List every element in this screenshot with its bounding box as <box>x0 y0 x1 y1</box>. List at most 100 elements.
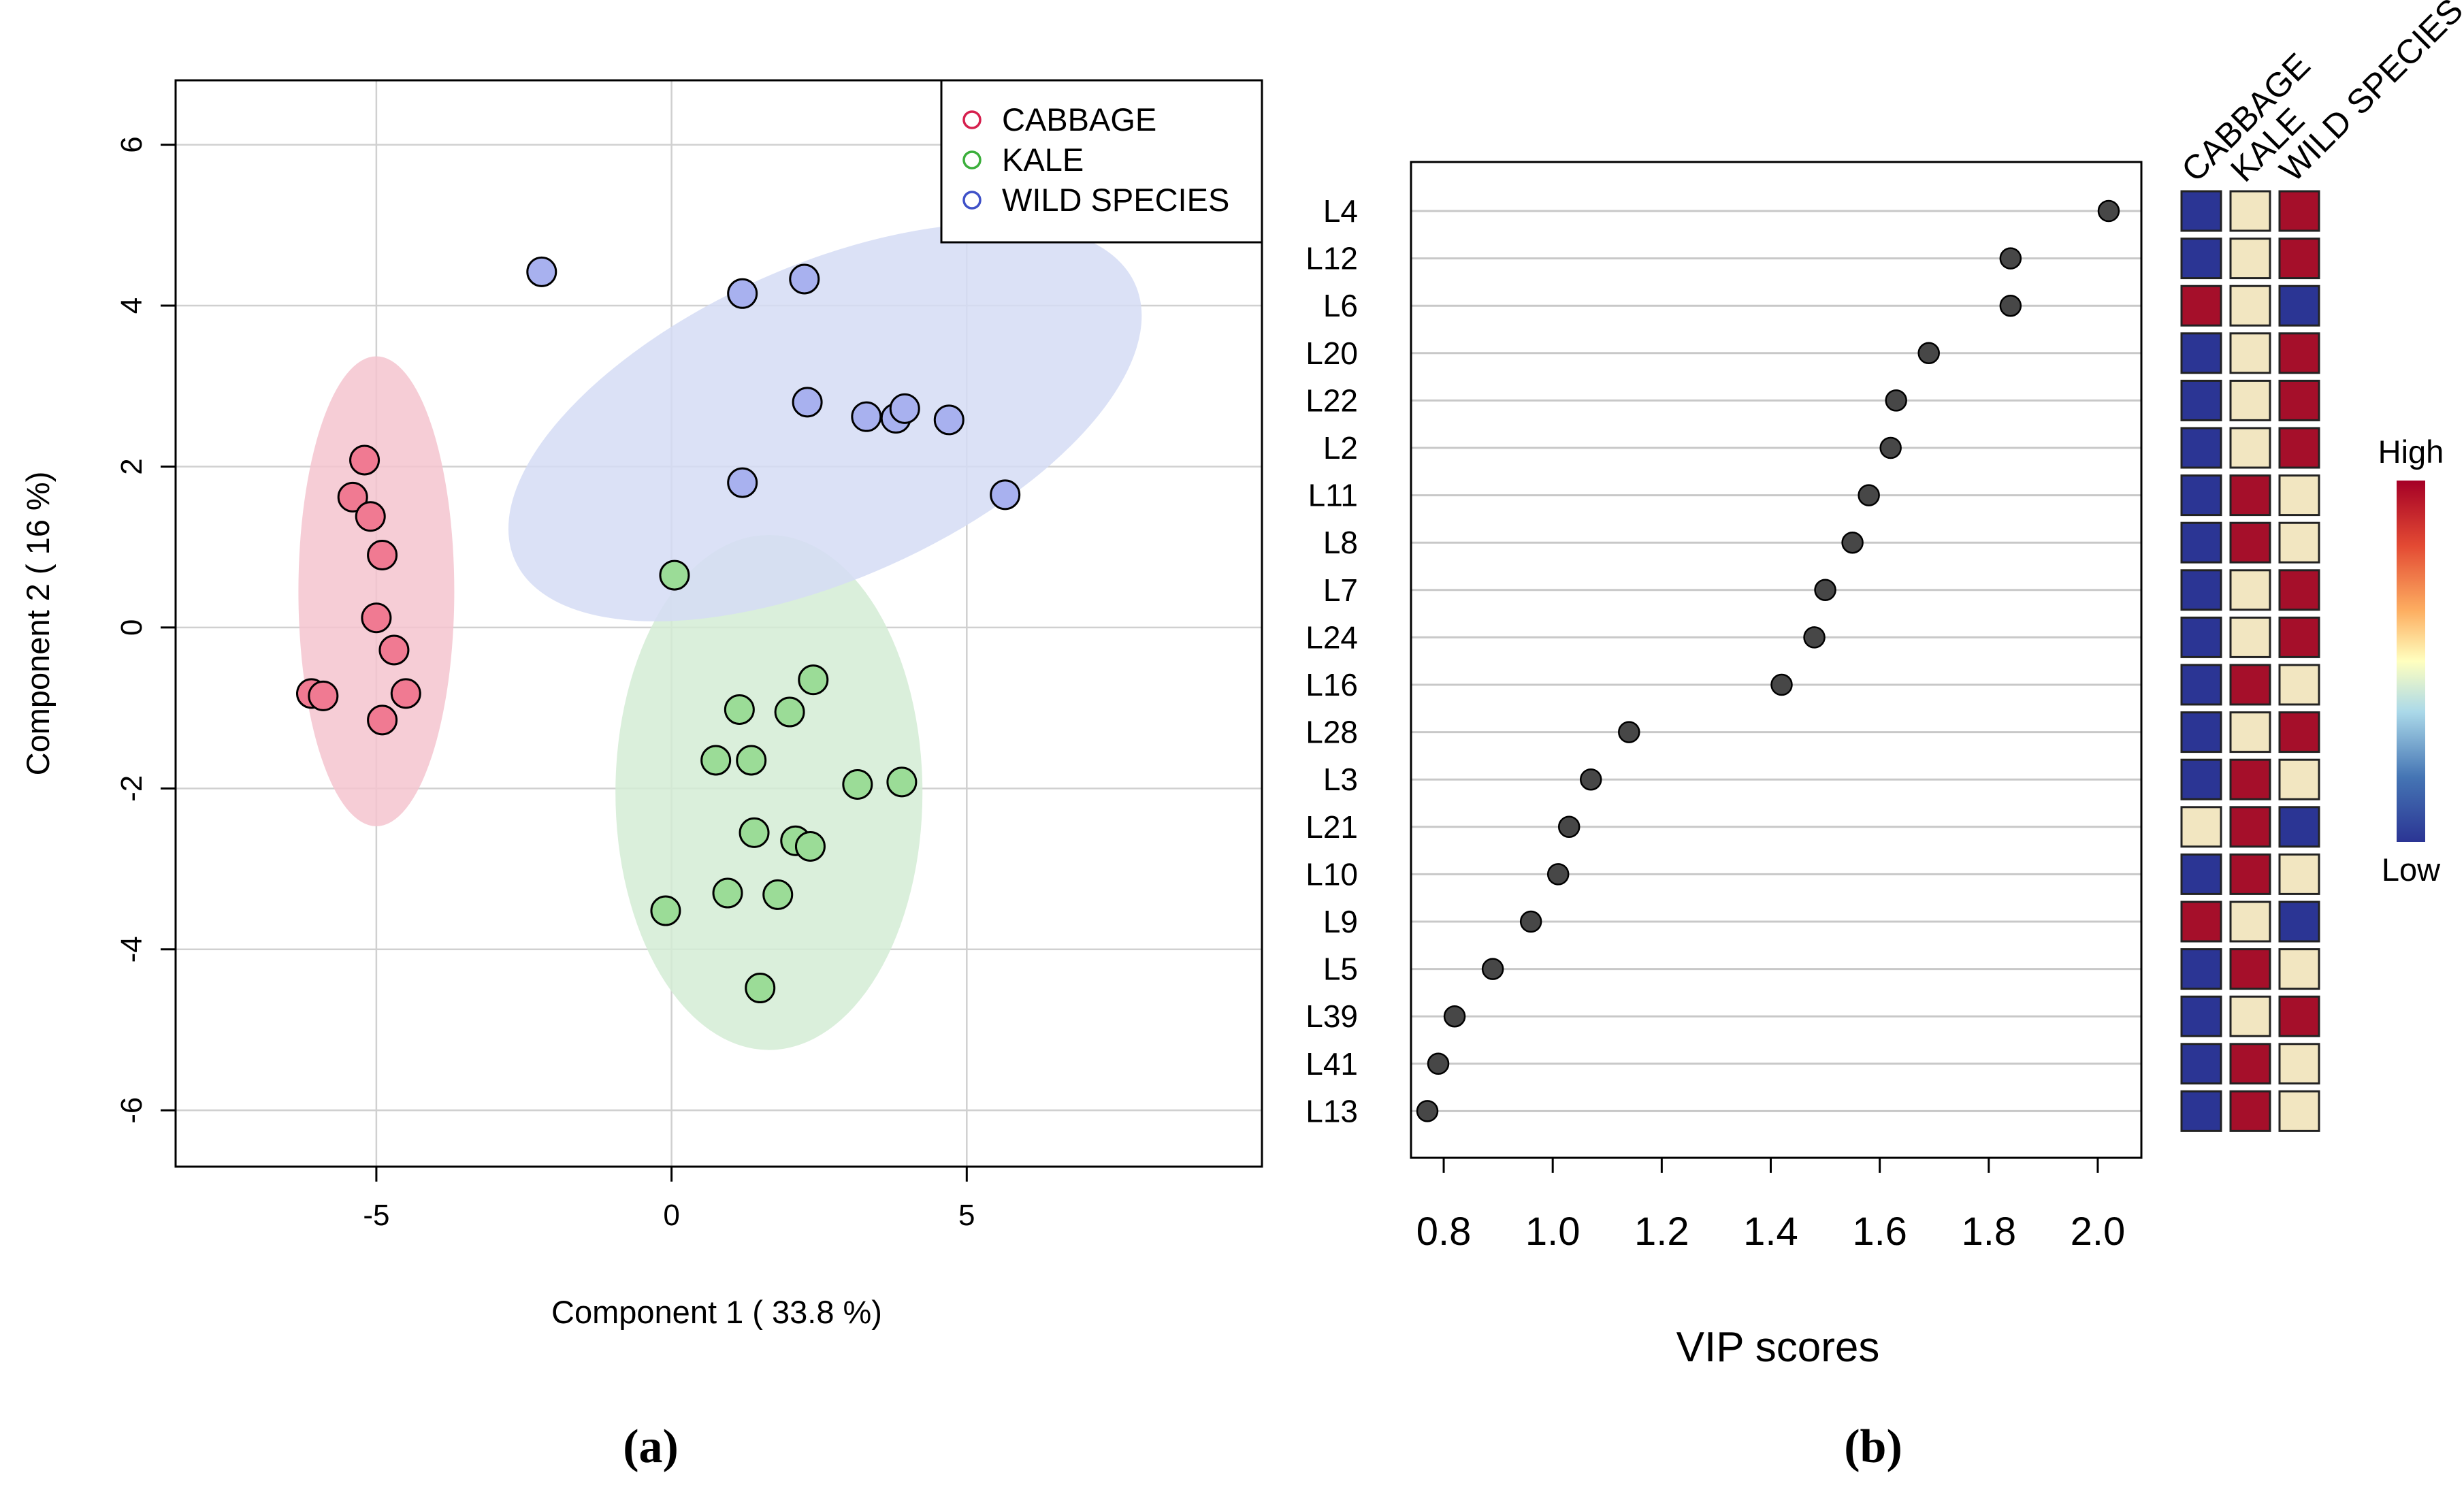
heatmap-cell <box>2180 569 2222 611</box>
point-cabbage <box>367 704 398 736</box>
point-cabbage <box>308 680 339 711</box>
panel-b-feature-labels: L4 L12 L6 L20 L22 L2 L11 L8 L7 L24 L16 L28 L3 L21 L10 L… <box>1306 193 1358 1129</box>
point-wild-species <box>889 393 920 424</box>
heatmap-cell <box>2180 948 2222 990</box>
vip-dot <box>1618 721 1640 743</box>
x-tick-label: 1.0 <box>1525 1210 1580 1254</box>
point-kale <box>650 895 681 926</box>
legend-label-wild-species: WILD SPECIES <box>1002 182 1229 218</box>
feature-label: L21 <box>1306 809 1358 845</box>
vip-dot <box>1546 863 1570 886</box>
heatmap-cell <box>2229 474 2271 517</box>
point-cabbage <box>367 540 398 571</box>
point-kale <box>774 696 805 728</box>
heatmap-cell <box>2180 427 2222 469</box>
y-tick-label: 2 <box>115 458 148 474</box>
panel-b-x-axis: 0.8 1.0 1.2 1.4 1.6 1.8 2.0 <box>1416 1158 2125 1254</box>
y-tick-label: 6 <box>115 136 148 152</box>
point-cabbage <box>349 444 380 476</box>
x-tick-label: 5 <box>958 1199 975 1232</box>
heatmap-cell <box>2180 332 2222 374</box>
point-cabbage <box>361 602 392 634</box>
feature-label: L10 <box>1306 856 1358 892</box>
heatmap-cell <box>2180 474 2222 517</box>
feature-label: L20 <box>1306 336 1358 371</box>
panel-a-legend: CABBAGE KALE WILD SPECIES <box>940 79 1263 244</box>
heatmap-cell <box>2278 285 2320 327</box>
panel-a-plot-frame <box>174 79 1263 1168</box>
point-cabbage <box>378 634 410 666</box>
feature-label: L6 <box>1323 288 1358 323</box>
heatmap-cell <box>2229 711 2271 753</box>
heatmap-cell <box>2180 758 2222 800</box>
heatmap-cell <box>2278 474 2320 517</box>
colorbar <box>2397 481 2425 842</box>
heatmap-cell <box>2229 190 2271 232</box>
heatmap-cell <box>2229 427 2271 469</box>
point-wild-species <box>851 401 882 432</box>
ellipse-cabbage <box>298 356 455 826</box>
y-tick-label: 4 <box>115 297 148 314</box>
feature-label: L3 <box>1323 762 1358 797</box>
legend-label-kale: KALE <box>1002 142 1084 178</box>
vip-dot <box>1999 294 2022 317</box>
feature-label: L16 <box>1306 667 1358 702</box>
vip-dot <box>1579 768 1602 791</box>
point-kale <box>886 766 918 798</box>
heatmap-cell <box>2278 664 2320 706</box>
vip-dot <box>2097 199 2120 223</box>
panel-b-plot-frame <box>1410 161 2143 1159</box>
heatmap-cell <box>2278 238 2320 280</box>
heatmap-cell <box>2278 1043 2320 1085</box>
point-kale <box>659 560 690 591</box>
heatmap-cell <box>2229 995 2271 1037</box>
heatmap-cell <box>2180 711 2222 753</box>
heatmap-cell <box>2180 995 2222 1037</box>
feature-label: L39 <box>1306 999 1358 1034</box>
heatmap-cell <box>2278 190 2320 232</box>
feature-label: L5 <box>1323 952 1358 987</box>
heatmap-cell <box>2180 521 2222 564</box>
vip-dot <box>1814 579 1836 602</box>
y-tick-label: -2 <box>115 775 148 802</box>
colorbar-low-label: Low <box>2382 852 2441 888</box>
heatmap-cell <box>2229 1043 2271 1085</box>
heatmap-column-header: WILD SPECIES <box>2272 0 2464 189</box>
vip-dot <box>1481 958 1504 980</box>
heatmap-cell <box>2180 616 2222 658</box>
heatmap-cell <box>2180 238 2222 280</box>
vip-dot <box>1999 247 2022 270</box>
heatmap-cell <box>2229 332 2271 374</box>
heatmap-cell <box>2278 616 2320 658</box>
heatmap-cell <box>2229 664 2271 706</box>
heatmap-cell <box>2180 1090 2222 1132</box>
legend-marker-kale <box>962 150 982 169</box>
vip-dot <box>1879 436 1902 459</box>
heatmap-cell <box>2180 1043 2222 1085</box>
heatmap-cell <box>2229 616 2271 658</box>
legend-marker-cabbage <box>962 110 982 129</box>
feature-label: L11 <box>1308 478 1358 513</box>
point-kale <box>794 830 826 862</box>
point-kale <box>724 694 755 725</box>
heatmap-cell <box>2278 569 2320 611</box>
heatmap-cell <box>2229 806 2271 848</box>
colorbar-high-label: High <box>2378 434 2444 470</box>
point-wild-species <box>933 404 964 436</box>
panel-b-x-axis-label: VIP scores <box>1676 1324 1880 1371</box>
panel-a-data-points <box>296 256 1021 1004</box>
x-tick-label: 1.2 <box>1634 1210 1689 1254</box>
heatmap-cell <box>2278 1090 2320 1132</box>
heatmap-cell <box>2278 901 2320 943</box>
vip-dot <box>1519 910 1542 933</box>
vip-dot <box>1803 626 1826 649</box>
heatmap-cell <box>2180 190 2222 232</box>
panel-a-caption: (a) <box>623 1421 679 1473</box>
panel-b-caption: (b) <box>1844 1421 1902 1473</box>
panel-a-y-axis-label: Component 2 ( 16 %) <box>20 472 56 776</box>
heatmap-cell <box>2180 901 2222 943</box>
heatmap-cell <box>2180 853 2222 895</box>
vip-dot <box>1885 389 1907 412</box>
